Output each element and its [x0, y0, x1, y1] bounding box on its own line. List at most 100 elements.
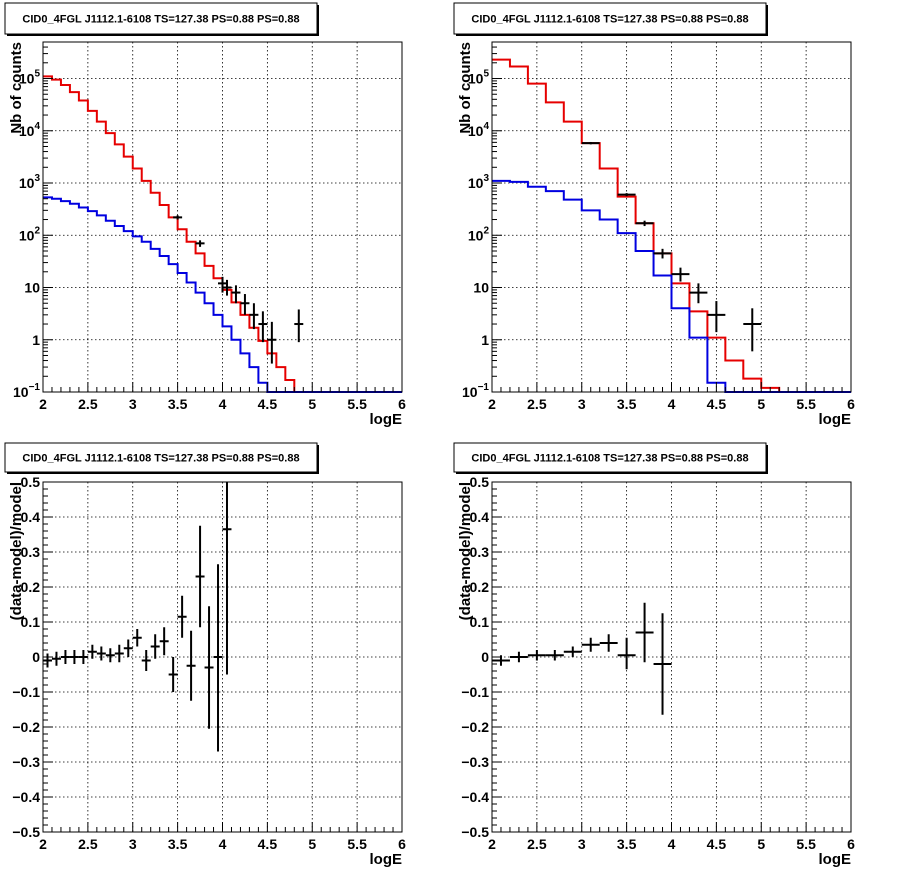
- data-point: [218, 276, 227, 293]
- data-point: [249, 303, 259, 330]
- chart-title: CID0_4FGL J1112.1-6108 TS=127.38 PS=0.88…: [22, 453, 299, 465]
- data-point: [173, 215, 183, 220]
- y-tick-label: 103: [468, 173, 490, 191]
- title-box: [453, 442, 767, 473]
- x-tick-label: 6: [398, 396, 406, 412]
- data-point: [231, 285, 241, 304]
- x-tick-label: 4.5: [707, 836, 727, 852]
- x-tick-label: 2: [488, 396, 496, 412]
- data-point: [105, 648, 115, 663]
- x-tick-label: 4: [668, 836, 676, 852]
- y-tick-label: 10: [473, 280, 489, 296]
- y-tick-label-base: 10: [19, 175, 35, 191]
- data-point: [240, 294, 250, 315]
- data-point: [635, 220, 654, 227]
- x-tick-label: 3: [129, 396, 137, 412]
- y-tick-label: 104: [468, 121, 490, 139]
- x-tick-label: 3: [578, 396, 586, 412]
- data-point: [294, 309, 304, 343]
- data-point: [222, 482, 232, 675]
- y-tick-label-base: 0.3: [21, 544, 41, 560]
- y-tick-label-base: 0.4: [470, 509, 490, 525]
- y-tick-label-base: 10: [24, 280, 40, 296]
- histogram-series-2: [492, 179, 851, 393]
- data-point: [114, 644, 124, 663]
- y-tick-label-exponent: 5: [483, 69, 489, 80]
- y-tick-label: 0.1: [470, 614, 490, 630]
- data-point: [159, 627, 169, 656]
- y-tick-label-base: 0.4: [21, 509, 41, 525]
- y-tick-label-base: 10: [19, 227, 35, 243]
- data-point: [177, 595, 187, 638]
- x-tick-label: 4.5: [258, 396, 278, 412]
- y-tick-label-base: 1: [32, 332, 40, 348]
- data-point: [653, 613, 672, 715]
- y-tick-label-base: 0: [32, 649, 40, 665]
- data-point: [132, 629, 142, 647]
- y-tick-label: −0.1: [12, 684, 40, 700]
- x-axis-title: logE: [370, 851, 403, 868]
- title-box: [4, 442, 318, 473]
- y-tick-label: 10−1: [13, 382, 40, 400]
- data-point: [222, 279, 232, 296]
- y-tick-label-base: 10: [468, 123, 484, 139]
- x-tick-label: 3.5: [617, 836, 637, 852]
- data-point: [509, 651, 528, 663]
- chart-panel-1: 2 2.5 3 3.5 4 4.5 5 5.5 610−1110102103104105logE…: [4, 2, 406, 428]
- x-tick-label: 4.5: [707, 396, 727, 412]
- chart-title: CID0_4FGL J1112.1-6108 TS=127.38 PS=0.88…: [22, 14, 299, 26]
- data-point: [186, 630, 196, 701]
- data-point: [96, 646, 106, 661]
- y-tick-label-exponent: −1: [478, 382, 490, 393]
- x-tick-label: 3.5: [168, 396, 188, 412]
- data-point: [581, 637, 600, 652]
- data-point: [581, 141, 600, 145]
- x-tick-label: 4.5: [258, 836, 278, 852]
- x-tick-label: 5.5: [347, 836, 367, 852]
- y-tick-label-exponent: −1: [29, 382, 41, 393]
- x-tick-label: 4: [219, 836, 227, 852]
- y-tick-label-base: 1: [481, 332, 489, 348]
- y-tick-label: 102: [19, 225, 41, 243]
- data-point: [527, 650, 546, 661]
- data-point: [258, 311, 268, 343]
- data-point: [43, 653, 52, 668]
- y-tick-label: −0.2: [12, 719, 40, 735]
- x-tick-label: 6: [398, 836, 406, 852]
- y-tick-label-base: 10: [468, 227, 484, 243]
- x-tick-label: 2: [488, 836, 496, 852]
- y-tick-label: 10: [24, 280, 40, 296]
- y-tick-label: 0: [32, 649, 40, 665]
- y-tick-label: 102: [468, 225, 490, 243]
- y-tick-label: 1: [32, 332, 40, 348]
- y-tick-label: 0.4: [21, 509, 41, 525]
- data-point: [87, 644, 97, 659]
- y-tick-label: 0.3: [21, 544, 41, 560]
- y-tick-label-base: 0.2: [470, 579, 490, 595]
- data-point: [204, 606, 214, 729]
- y-tick-label-exponent: 4: [483, 121, 489, 132]
- y-tick-label: 105: [468, 69, 490, 87]
- x-tick-label: 3.5: [168, 836, 188, 852]
- data-point: [743, 308, 762, 352]
- y-tick-label-exponent: 2: [34, 225, 40, 236]
- y-tick-label: 0.4: [470, 509, 490, 525]
- y-tick-label: 103: [19, 173, 41, 191]
- data-point: [617, 193, 636, 197]
- title-box: [453, 2, 767, 35]
- data-point: [150, 634, 160, 659]
- data-point: [213, 564, 223, 752]
- x-tick-label: 3: [129, 836, 137, 852]
- data-point: [617, 637, 636, 670]
- x-tick-label: 3.5: [617, 396, 637, 412]
- y-tick-label-base: 0.1: [470, 614, 490, 630]
- x-tick-label: 4: [668, 396, 676, 412]
- y-tick-label-base: 10: [13, 384, 29, 400]
- x-axis-title: logE: [819, 851, 852, 868]
- data-point: [60, 650, 70, 664]
- y-axis-title: (data-model)/model: [8, 482, 25, 620]
- x-tick-label: 5: [308, 836, 316, 852]
- x-tick-label: 5: [757, 836, 765, 852]
- y-tick-label-base: 10: [462, 384, 478, 400]
- chart-title: CID0_4FGL J1112.1-6108 TS=127.38 PS=0.88…: [471, 453, 748, 465]
